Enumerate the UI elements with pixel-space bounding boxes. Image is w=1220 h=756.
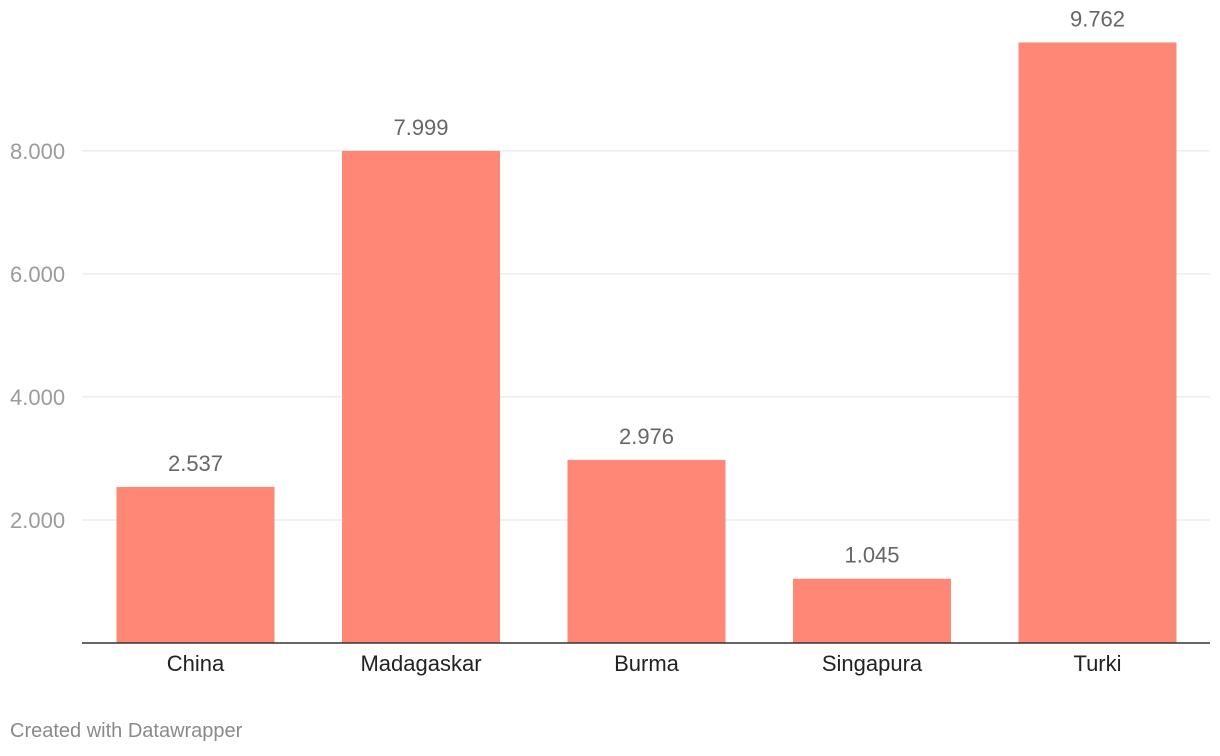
data-label: 9.762 xyxy=(1070,6,1125,31)
bar xyxy=(1018,42,1177,643)
x-axis: China Madagaskar Burma Singapura Turki xyxy=(82,642,1210,676)
x-tick-label: Turki xyxy=(1073,651,1121,676)
bar xyxy=(342,150,500,643)
footer-credit: Created with Datawrapper xyxy=(10,720,243,742)
bar xyxy=(116,486,275,643)
data-label: 7.999 xyxy=(393,115,448,140)
y-tick-label: 8.000 xyxy=(10,139,65,164)
bar xyxy=(793,578,951,643)
y-tick-label: 4.000 xyxy=(10,385,65,410)
data-label: 1.045 xyxy=(844,543,899,568)
x-tick-label: Madagaskar xyxy=(360,651,481,676)
y-axis: 2.000 4.000 6.000 8.000 xyxy=(10,139,65,533)
x-tick-label: Burma xyxy=(614,651,680,676)
y-tick-label: 2.000 xyxy=(10,508,65,533)
x-tick-label: Singapura xyxy=(822,651,923,676)
y-tick-label: 6.000 xyxy=(10,262,65,287)
data-labels: 2.537 7.999 2.976 1.045 9.762 xyxy=(168,6,1125,567)
data-label: 2.976 xyxy=(619,424,674,449)
bars xyxy=(116,42,1177,643)
bar xyxy=(567,459,726,643)
data-label: 2.537 xyxy=(168,451,223,476)
x-tick-label: China xyxy=(167,651,225,676)
